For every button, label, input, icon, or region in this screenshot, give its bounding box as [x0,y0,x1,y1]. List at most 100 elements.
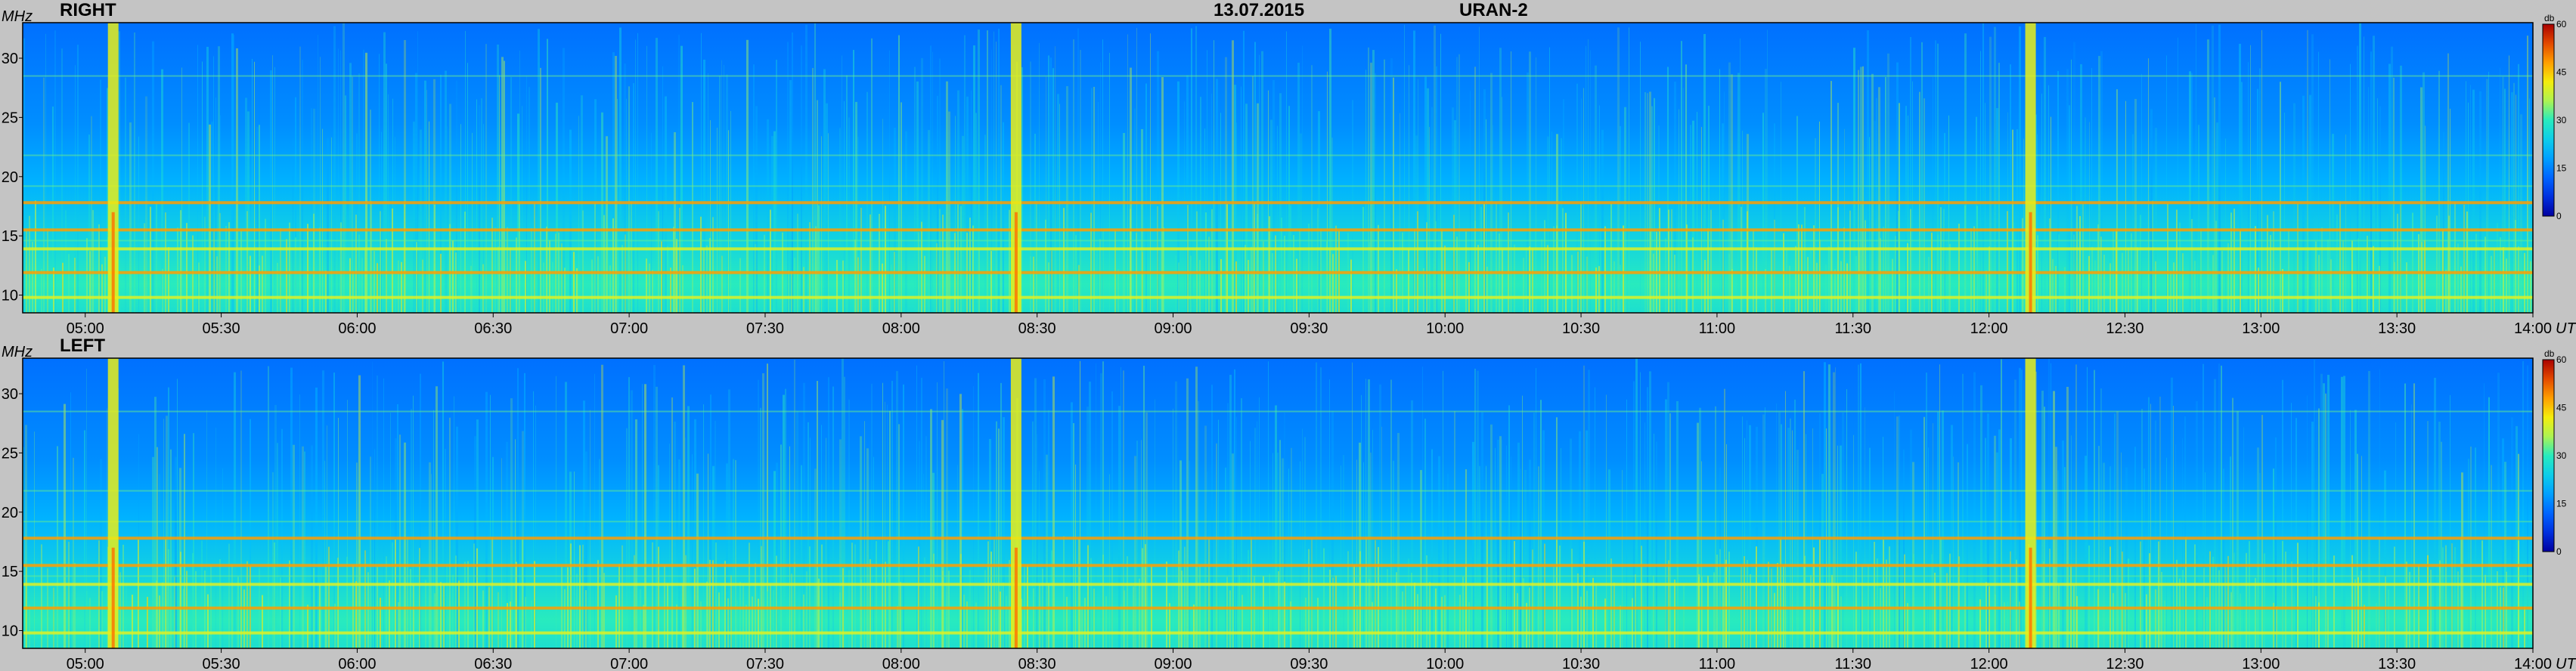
vertical-striation [1722,586,1724,648]
vertical-striation [1744,438,1745,648]
vertical-striation [1541,239,1542,313]
burst [107,358,119,648]
vertical-striation [2293,103,2295,313]
vertical-striation [1547,136,1549,313]
vertical-striation [676,239,677,313]
vertical-striation [464,561,466,648]
vertical-striation [1844,128,1845,313]
vertical-striation [29,605,30,648]
vertical-striation [2443,131,2444,313]
vertical-striation [88,135,90,313]
x-tick-label: 06:30 [474,656,512,671]
vertical-striation [2227,555,2229,648]
vertical-striation [1241,397,1242,648]
vertical-striation [272,472,274,648]
vertical-striation [2149,553,2150,648]
vertical-striation [74,258,76,313]
vertical-striation [1091,88,1093,314]
vertical-striation [696,473,699,648]
vertical-striation [1090,212,1092,313]
vertical-striation [735,459,736,648]
vertical-striation [1667,66,1669,314]
vertical-striation [1311,538,1313,648]
vertical-striation [923,474,924,648]
vertical-striation [633,83,634,313]
vertical-striation [1359,442,1361,648]
vertical-striation [1976,206,1978,313]
vertical-striation [1595,267,1597,313]
vertical-striation [476,548,478,648]
vertical-striation [1580,202,1582,313]
vertical-striation [1423,267,1424,313]
vertical-striation [1692,120,1694,313]
vertical-striation [637,32,638,314]
vertical-striation [703,249,705,313]
vertical-striation [1835,367,1836,648]
vertical-striation [29,215,30,313]
vertical-striation [534,561,535,648]
vertical-striation [1136,27,1137,313]
vertical-striation [552,261,553,313]
vertical-striation [1195,26,1197,313]
vertical-striation [1994,435,1996,648]
vertical-striation [1236,416,1237,648]
vertical-striation [2436,215,2438,313]
vertical-striation [1896,416,1899,648]
vertical-striation [1027,564,1028,648]
vertical-striation [1208,539,1210,648]
vertical-striation [601,112,603,313]
vertical-striation [1985,438,1986,648]
vertical-striation [564,267,566,313]
vertical-striation [2221,251,2223,313]
vertical-striation [787,42,789,313]
vertical-striation [290,367,293,648]
vertical-striation [2125,467,2128,648]
vertical-striation [1268,361,1269,648]
vertical-striation [1496,571,1497,648]
vertical-striation [1220,113,1221,314]
vertical-striation [2206,597,2208,648]
vertical-striation [1895,236,1896,313]
vertical-striation [685,438,686,648]
vertical-striation [2091,67,2092,313]
vertical-striation [844,376,845,648]
vertical-striation [1588,39,1589,314]
x-tick-label: 07:00 [610,656,648,671]
vertical-striation [365,52,367,313]
vertical-striation [712,465,715,648]
vertical-striation [379,54,380,314]
vertical-striation [1762,113,1764,313]
vertical-striation [1052,68,1054,314]
vertical-striation [2318,408,2320,648]
vertical-striation [1111,391,1113,648]
vertical-striation [529,87,530,314]
vertical-striation [1577,251,1579,313]
vertical-striation [522,539,523,648]
vertical-striation [1824,362,1826,648]
vertical-striation [2248,62,2249,314]
vertical-striation [682,264,684,313]
vertical-striation [1942,410,1944,648]
vertical-striation [770,584,771,648]
vertical-striation [1141,128,1143,313]
vertical-striation [1048,262,1049,313]
vertical-striation [1588,370,1590,648]
vertical-striation [2064,267,2066,313]
vertical-striation [2171,377,2173,648]
vertical-striation [1803,371,1805,648]
vertical-striation [1635,358,1638,648]
vertical-striation [2527,365,2528,648]
vertical-striation [1595,583,1597,648]
vertical-striation [1279,440,1281,648]
vertical-striation [1928,256,1930,313]
vertical-striation [1940,207,1942,313]
vertical-striation [770,209,771,313]
vertical-striation [2155,128,2157,313]
vertical-striation [352,271,354,313]
vertical-striation [984,135,986,313]
x-tick-label: 07:00 [610,320,648,337]
vertical-striation [1435,221,1437,313]
vertical-striation [776,462,778,648]
vertical-striation [1910,36,1911,313]
vertical-striation [2400,203,2401,313]
